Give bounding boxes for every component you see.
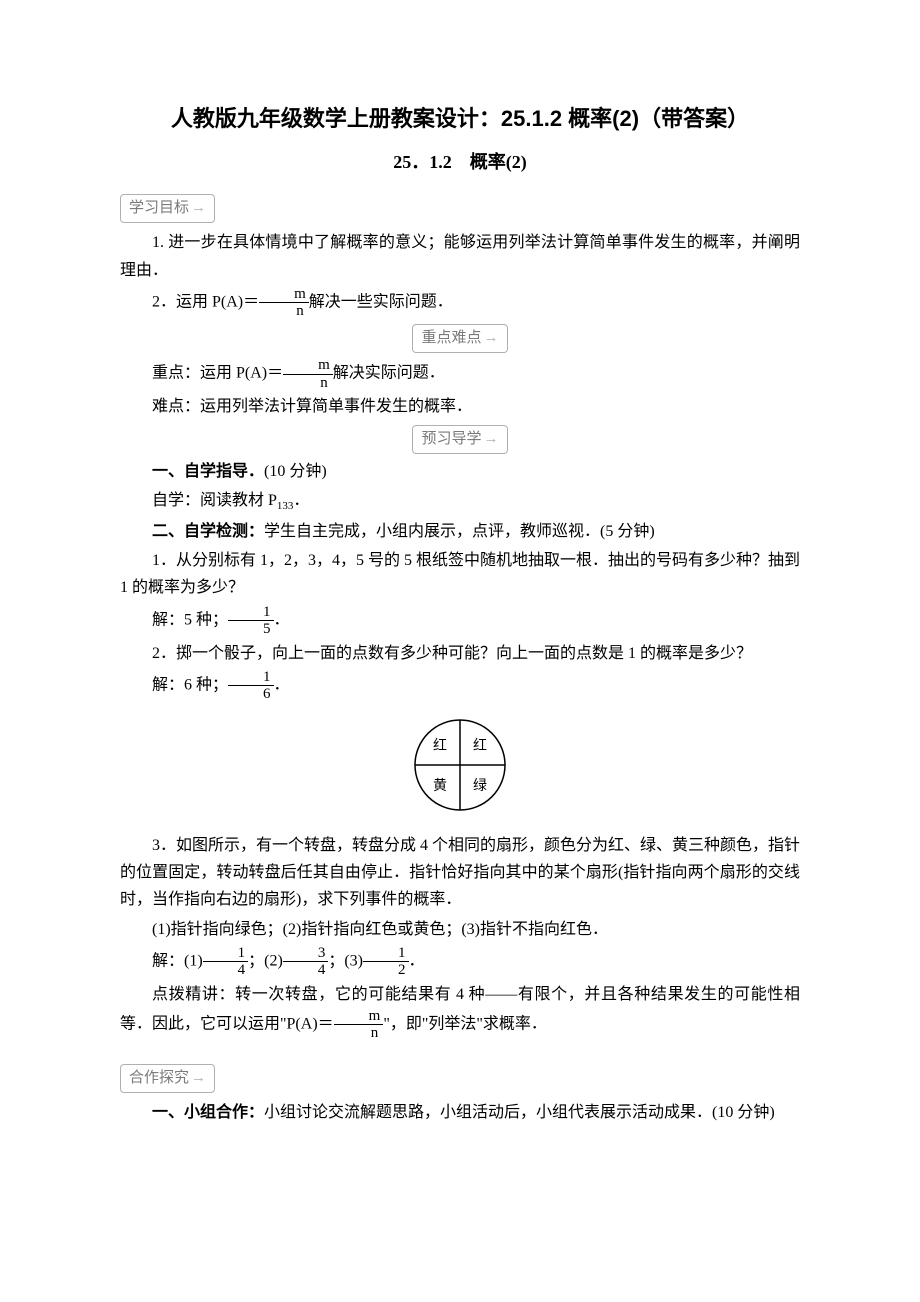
collab-h1: 一、小组合作：小组讨论交流解题思路，小组活动后，小组代表展示活动成果．(10 分… <box>120 1099 800 1126</box>
section-preview-label: 预习导学→ <box>412 425 507 455</box>
question-3b: (1)指针指向绿色；(2)指针指向红色或黄色；(3)指针不指向红色． <box>120 916 800 943</box>
frac-num: 3 <box>283 945 329 963</box>
question-3a: 3．如图所示，有一个转盘，转盘分成 4 个相同的扇形，颜色分为红、绿、黄三种颜色… <box>120 832 800 914</box>
a3-post: ． <box>409 952 425 969</box>
a3-mid2: ；(3) <box>328 952 363 969</box>
arrow-icon: → <box>484 330 499 346</box>
key-1: 重点：运用 P(A)＝mn解决实际问题． <box>120 357 800 391</box>
frac-num: 1 <box>228 604 274 622</box>
frac-den: 2 <box>363 962 409 979</box>
collab-label-text: 合作探究 <box>129 1070 189 1086</box>
spinner-bl: 黄 <box>433 777 447 794</box>
preview-p1-pre: 自学：阅读教材 P <box>152 492 277 509</box>
preview-h2: 二、自学检测：学生自主完成，小组内展示，点评，教师巡视．(5 分钟) <box>120 518 800 545</box>
key-1-post: 解决实际问题． <box>333 365 445 382</box>
preview-h1-bold: 一、自学指导． <box>152 463 264 480</box>
keys-label-text: 重点难点 <box>421 330 481 346</box>
fraction-1-4: 14 <box>203 945 249 979</box>
goals-label-text: 学习目标 <box>129 200 189 216</box>
preview-p1: 自学：阅读教材 P133． <box>120 487 800 516</box>
goal-1: 1. 进一步在具体情境中了解概率的意义；能够运用列举法计算简单事件发生的概率，并… <box>120 229 800 283</box>
a1-post: ． <box>274 611 290 628</box>
tip: 点拨精讲：转一次转盘，它的可能结果有 4 种——有限个，并且各种结果发生的可能性… <box>120 981 800 1042</box>
preview-h1-time: (10 分钟) <box>264 463 327 480</box>
frac-den: 6 <box>228 686 274 703</box>
answer-1: 解：5 种；15． <box>120 604 800 638</box>
goal-2-post: 解决一些实际问题． <box>309 294 453 311</box>
subtitle: 25．1.2 概率(2) <box>120 147 800 178</box>
spinner-svg: 红 红 黄 绿 <box>410 715 510 815</box>
fraction-1-2: 12 <box>363 945 409 979</box>
a2-pre: 解：6 种； <box>152 677 228 694</box>
collab-h1-rest: 小组讨论交流解题思路，小组活动后，小组代表展示活动成果．(10 分钟) <box>264 1104 775 1121</box>
section-collab-label: 合作探究→ <box>120 1060 800 1098</box>
preview-h2-rest: 学生自主完成，小组内展示，点评，教师巡视．(5 分钟) <box>264 523 655 540</box>
main-title: 人教版九年级数学上册教案设计：25.1.2 概率(2)（带答案） <box>120 100 800 137</box>
preview-h1: 一、自学指导．(10 分钟) <box>120 458 800 485</box>
goal-2: 2．运用 P(A)＝mn解决一些实际问题． <box>120 286 800 320</box>
answer-3: 解：(1)14；(2)34；(3)12． <box>120 945 800 979</box>
section-goals-label: 学习目标→ <box>120 190 800 228</box>
fraction-1-5: 15 <box>228 604 274 638</box>
frac-den: n <box>334 1025 384 1042</box>
fraction-mn: mn <box>259 286 309 320</box>
arrow-icon: → <box>484 431 499 447</box>
key-1-pre: 重点：运用 P(A)＝ <box>152 365 283 382</box>
question-1: 1．从分别标有 1，2，3，4，5 号的 5 根纸签中随机地抽取一根．抽出的号码… <box>120 547 800 601</box>
frac-num: m <box>259 286 309 304</box>
arrow-icon: → <box>191 200 206 216</box>
fraction-1-6: 16 <box>228 669 274 703</box>
frac-den: n <box>283 375 333 392</box>
a3-pre: 解：(1) <box>152 952 203 969</box>
frac-num: m <box>334 1008 384 1026</box>
a3-mid1: ；(2) <box>248 952 283 969</box>
frac-num: 1 <box>363 945 409 963</box>
collab-h1-bold: 一、小组合作： <box>152 1104 264 1121</box>
frac-den: 4 <box>203 962 249 979</box>
frac-num: 1 <box>203 945 249 963</box>
a1-pre: 解：5 种； <box>152 611 228 628</box>
arrow-icon: → <box>191 1070 206 1086</box>
preview-p1-sub: 133 <box>277 500 294 512</box>
goal-2-pre: 2．运用 P(A)＝ <box>152 294 259 311</box>
preview-p1-post: ． <box>293 492 309 509</box>
preview-h2-bold: 二、自学检测： <box>152 523 264 540</box>
key-2: 难点：运用列举法计算简单事件发生的概率． <box>120 393 800 420</box>
spinner-tl: 红 <box>433 738 447 754</box>
answer-2: 解：6 种；16． <box>120 669 800 703</box>
frac-num: 1 <box>228 669 274 687</box>
frac-den: n <box>259 303 309 320</box>
spinner-br: 绿 <box>473 778 487 794</box>
tip-post: "，即"列举法"求概率． <box>383 1016 547 1033</box>
question-2: 2．掷一个骰子，向上一面的点数有多少种可能？向上一面的点数是 1 的概率是多少？ <box>120 640 800 667</box>
fraction-mn: mn <box>334 1008 384 1042</box>
section-keys-label: 重点难点→ <box>412 324 507 354</box>
fraction-3-4: 34 <box>283 945 329 979</box>
spinner-figure: 红 红 黄 绿 <box>120 715 800 824</box>
frac-num: m <box>283 357 333 375</box>
fraction-mn: mn <box>283 357 333 391</box>
preview-label-text: 预习导学 <box>421 431 481 447</box>
spinner-tr: 红 <box>473 738 487 754</box>
frac-den: 4 <box>283 962 329 979</box>
frac-den: 5 <box>228 621 274 638</box>
a2-post: ． <box>274 677 290 694</box>
